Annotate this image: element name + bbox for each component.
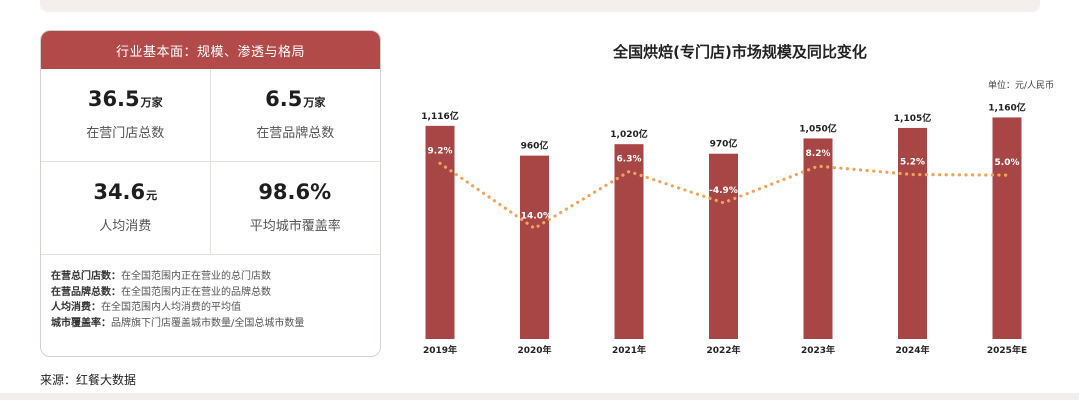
industry-fundamentals-card: 行业基本面：规模、渗透与格局 36.5万家 在营门店总数 6.5万家 在营品牌总… (40, 30, 381, 357)
note-desc: 在全国范围内正在营业的总门店数 (121, 271, 271, 282)
x-tick-label: 2019年 (423, 344, 457, 356)
bar-value-label: 1,160亿 (988, 101, 1025, 113)
stat-unit: 万家 (303, 96, 326, 109)
bar-value-label: 1,020亿 (610, 128, 647, 140)
definition-notes: 在营总门店数：在全国范围内正在营业的总门店数 在营品牌总数：在全国范围内正在营业… (41, 255, 380, 331)
x-tick-label: 2024年 (895, 344, 929, 356)
note-key: 城市覆盖率： (51, 317, 111, 329)
note-desc: 在全国范围内正在营业的品牌总数 (121, 286, 271, 298)
bar-value-label: 1,116亿 (421, 110, 458, 122)
x-tick-label: 2020年 (517, 344, 551, 356)
yoy-label: 5.2% (900, 158, 925, 168)
stat-value-row: 98.6% (258, 182, 332, 203)
note-line: 城市覆盖率：品牌旗下门店覆盖城市数量/全国总城市数量 (51, 316, 380, 332)
bar (803, 138, 833, 339)
x-tick-label: 2023年 (801, 344, 835, 356)
stat-unit: 万家 (140, 96, 163, 109)
stat-store-count: 36.5万家 在营门店总数 (41, 69, 211, 162)
stat-unit: 元 (146, 189, 158, 202)
unit-note: 单位：元/人民币 (987, 81, 1054, 91)
yoy-label: -4.9% (709, 186, 738, 196)
stat-value: 98.6% (258, 180, 332, 204)
x-tick-label: 2021年 (612, 344, 646, 356)
stat-value: 6.5 (265, 87, 303, 111)
x-tick-label: 2025年E (987, 344, 1027, 356)
stat-label: 在营品牌总数 (256, 126, 335, 141)
bar (992, 117, 1022, 339)
stat-grid: 36.5万家 在营门店总数 6.5万家 在营品牌总数 34.6元 人均消费 98… (41, 69, 380, 255)
stat-value: 34.6 (93, 180, 146, 204)
stat-label: 平均城市覆盖率 (249, 219, 341, 234)
note-key: 在营总门店数： (51, 271, 121, 282)
yoy-label: 8.2% (806, 149, 831, 159)
note-line: 在营品牌总数：在全国范围内正在营业的品牌总数 (51, 285, 380, 301)
bottom-strip (0, 393, 1079, 400)
bar-value-label: 1,105亿 (894, 112, 931, 124)
stat-label: 在营门店总数 (86, 126, 165, 141)
stat-value-row: 36.5万家 (88, 89, 163, 110)
note-line: 人均消费：在全国范围内人均消费的平均值 (51, 300, 380, 316)
note-desc: 品牌旗下门店覆盖城市数量/全国总城市数量 (111, 317, 305, 329)
bar-value-label: 970亿 (710, 138, 738, 150)
chart-title: 全国烘焙(专门店)市场规模及同比变化 (613, 43, 867, 61)
market-size-chart: 1,116亿 2019年 960亿 2020年 1,020亿 2021年 970亿 2022年… (421, 101, 1027, 356)
note-line: 在营总门店数：在全国范围内正在营业的总门店数 (51, 269, 380, 285)
stat-value: 36.5 (87, 87, 140, 111)
bar-value-label: 960亿 (521, 140, 549, 152)
yoy-label: 9.2% (428, 146, 453, 156)
yoy-line (438, 161, 1009, 231)
stat-label: 人均消费 (99, 219, 152, 234)
card-header: 行业基本面：规模、渗透与格局 (41, 31, 380, 69)
bar (898, 127, 927, 339)
bar (709, 153, 738, 339)
x-tick-label: 2022年 (706, 344, 740, 356)
bar (614, 144, 644, 339)
note-desc: 在全国范围内人均消费的平均值 (101, 302, 241, 314)
yoy-label: 5.0% (995, 158, 1020, 168)
yoy-label: -14.0% (517, 211, 552, 221)
bar-value-label: 1,050亿 (799, 122, 836, 134)
stat-value-row: 34.6元 (93, 182, 157, 203)
note-key: 在营品牌总数： (51, 286, 121, 298)
stat-per-capita-spend: 34.6元 人均消费 (41, 162, 211, 255)
bar (520, 155, 549, 339)
stat-city-coverage: 98.6% 平均城市覆盖率 (210, 162, 380, 255)
source-note: 来源：红餐大数据 (40, 373, 137, 387)
stat-value-row: 6.5万家 (265, 89, 325, 110)
yoy-label: 6.3% (617, 154, 642, 164)
top-strip (40, 0, 1040, 12)
note-key: 人均消费： (51, 302, 101, 314)
bar (425, 125, 455, 340)
stat-brand-count: 6.5万家 在营品牌总数 (210, 69, 380, 162)
